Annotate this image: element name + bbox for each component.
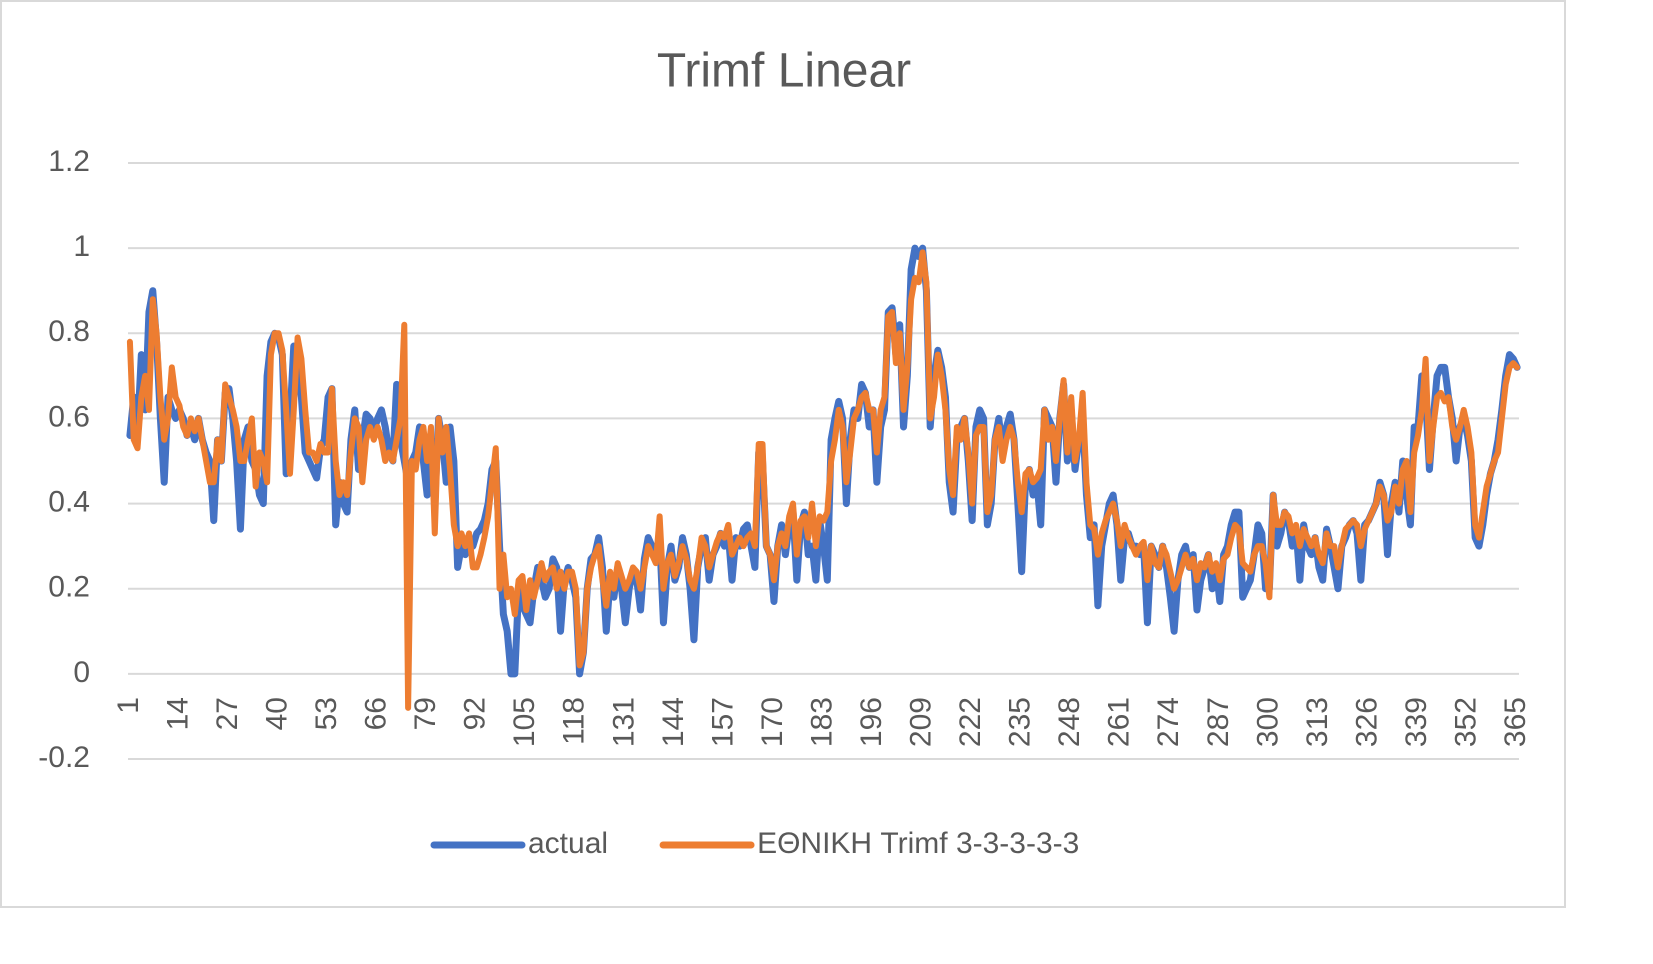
x-tick-label: 183 [805, 697, 838, 747]
grid: -0.2 0 0.2 0.4 0.6 0.8 1 1.2 1 14 27 40 53 66 79 92 105 1… [38, 145, 1532, 774]
x-tick-label: 53 [310, 697, 343, 730]
plot [126, 244, 1521, 711]
y-tick-label: 0 [73, 656, 90, 689]
x-tick-label: 209 [905, 697, 938, 747]
x-tick-label: 118 [558, 697, 591, 745]
x-tick-label: 274 [1152, 697, 1185, 747]
x-tick-label: 144 [657, 697, 690, 747]
x-tick-label: 92 [459, 697, 492, 730]
legend: actual ΕΘΝΙΚΗ Trimf 3-3-3-3-3 [430, 827, 1079, 860]
y-tick-label: 1 [73, 230, 90, 263]
x-tick-label: 157 [706, 697, 739, 747]
x-tick-label: 222 [954, 697, 987, 747]
y-tick-label: 0.6 [48, 400, 90, 433]
x-tick-label: 313 [1301, 697, 1334, 747]
x-tick-label: 14 [161, 697, 194, 730]
y-tick-label: -0.2 [38, 741, 90, 774]
series-line [126, 249, 1521, 711]
x-tick-label: 40 [260, 697, 293, 730]
x-tick-label: 105 [508, 697, 541, 747]
x-tick-label: 300 [1251, 697, 1284, 747]
x-tick-label: 27 [211, 697, 244, 730]
x-tick-label: 365 [1499, 697, 1532, 747]
x-tick-label: 1 [112, 697, 145, 714]
x-tick-label: 352 [1449, 697, 1482, 747]
y-tick-label: 1.2 [48, 145, 90, 178]
y-tick-label: 0.2 [48, 571, 90, 604]
y-tick-label: 0.4 [48, 485, 90, 518]
x-tick-label: 66 [360, 697, 393, 730]
x-tick-label: 235 [1004, 697, 1037, 747]
x-tick-label: 261 [1103, 697, 1136, 747]
x-tick-label: 326 [1350, 697, 1383, 747]
x-tick-label: 196 [855, 697, 888, 747]
y-tick-label: 0.8 [48, 315, 90, 348]
legend-label: actual [528, 827, 608, 860]
legend-label: ΕΘΝΙΚΗ Trimf 3-3-3-3-3 [757, 827, 1079, 860]
x-tick-label: 131 [607, 697, 640, 747]
x-tick-label: 79 [409, 697, 442, 730]
x-tick-label: 248 [1053, 697, 1086, 747]
x-tick-label: 287 [1202, 697, 1235, 747]
x-tick-label: 339 [1400, 697, 1433, 747]
chart-title: Trimf Linear [657, 45, 911, 98]
x-tick-label: 170 [756, 697, 789, 747]
